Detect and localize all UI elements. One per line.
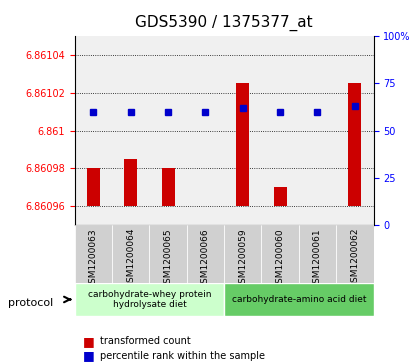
Text: carbohydrate-amino acid diet: carbohydrate-amino acid diet <box>232 295 366 304</box>
Bar <box>187 36 224 225</box>
Text: percentile rank within the sample: percentile rank within the sample <box>100 351 265 361</box>
FancyBboxPatch shape <box>261 225 299 283</box>
Bar <box>161 168 175 206</box>
Text: GSM1200065: GSM1200065 <box>164 228 173 289</box>
Text: transformed count: transformed count <box>100 336 190 346</box>
FancyBboxPatch shape <box>224 225 261 283</box>
Text: GSM1200063: GSM1200063 <box>89 228 98 289</box>
Text: GSM1200059: GSM1200059 <box>238 228 247 289</box>
Bar <box>348 83 361 206</box>
Bar <box>336 36 374 225</box>
FancyBboxPatch shape <box>187 225 224 283</box>
Text: ■: ■ <box>83 335 95 348</box>
FancyBboxPatch shape <box>336 225 374 283</box>
Text: protocol: protocol <box>8 298 54 308</box>
FancyBboxPatch shape <box>75 283 224 316</box>
Text: GSM1200061: GSM1200061 <box>313 228 322 289</box>
Bar <box>261 36 299 225</box>
Text: GSM1200066: GSM1200066 <box>201 228 210 289</box>
Bar <box>236 83 249 206</box>
Text: GSM1200060: GSM1200060 <box>276 228 285 289</box>
FancyBboxPatch shape <box>149 225 187 283</box>
FancyBboxPatch shape <box>75 225 112 283</box>
Bar <box>75 36 112 225</box>
Bar <box>299 36 336 225</box>
Text: GSM1200062: GSM1200062 <box>350 228 359 289</box>
Bar <box>124 159 137 206</box>
FancyBboxPatch shape <box>299 225 336 283</box>
Bar <box>112 36 149 225</box>
FancyBboxPatch shape <box>224 283 374 316</box>
Bar <box>224 36 261 225</box>
Text: GDS5390 / 1375377_at: GDS5390 / 1375377_at <box>135 15 313 31</box>
Bar <box>149 36 187 225</box>
FancyBboxPatch shape <box>112 225 149 283</box>
Bar <box>87 168 100 206</box>
Text: GSM1200064: GSM1200064 <box>126 228 135 289</box>
Text: carbohydrate-whey protein
hydrolysate diet: carbohydrate-whey protein hydrolysate di… <box>88 290 211 309</box>
Bar <box>273 187 287 206</box>
Text: ■: ■ <box>83 349 95 362</box>
